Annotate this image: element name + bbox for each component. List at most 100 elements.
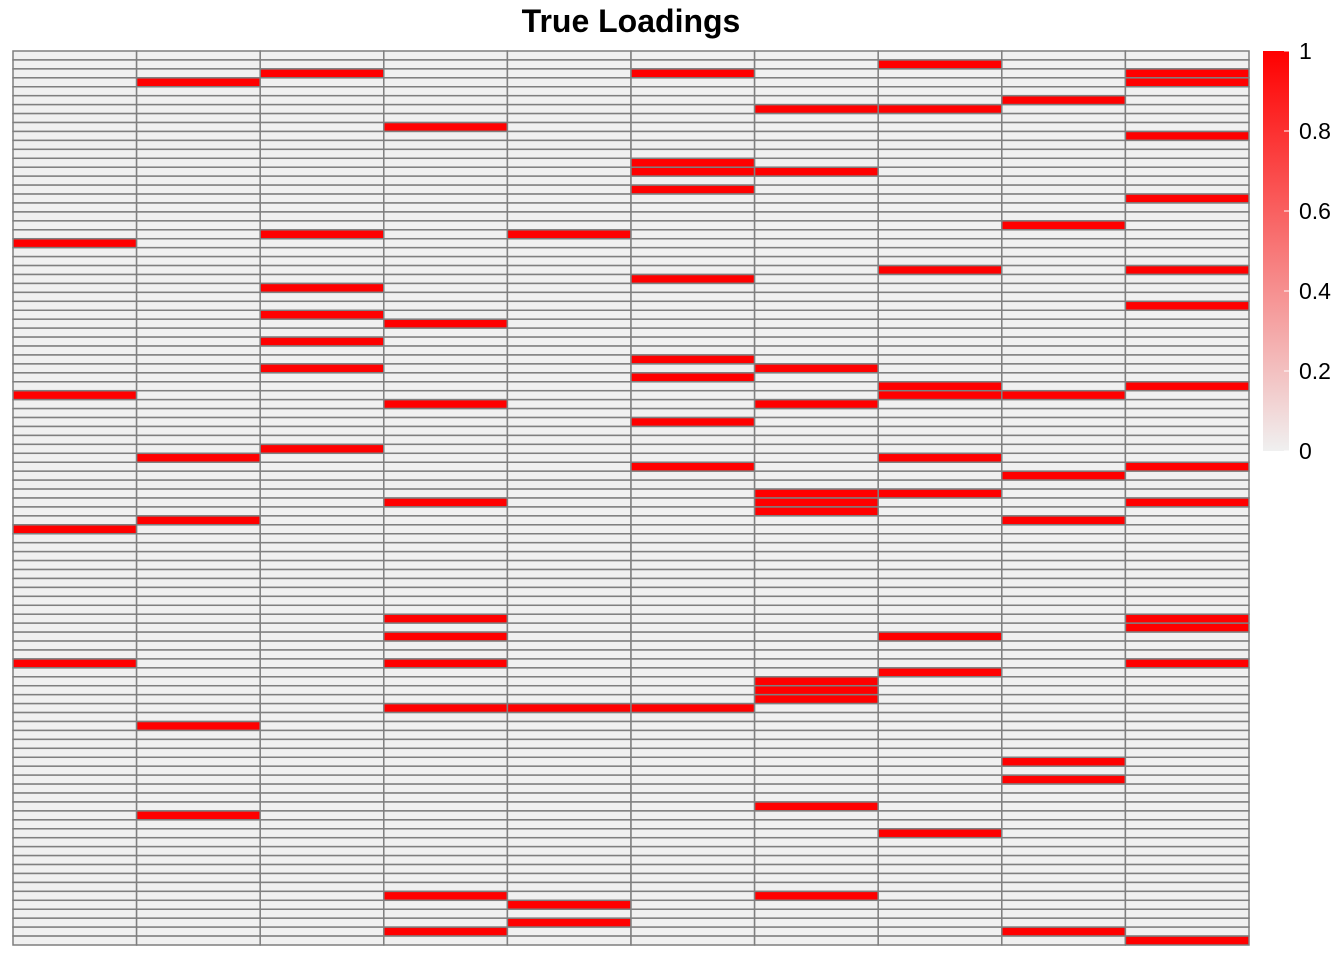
heatmap-cell xyxy=(1124,434,1250,446)
heatmap-cell xyxy=(1001,130,1127,142)
heatmap-cell xyxy=(135,792,261,803)
heatmap-cell xyxy=(135,282,261,294)
heatmap-cell xyxy=(12,926,138,937)
heatmap-cell xyxy=(135,765,261,776)
heatmap-cell xyxy=(259,112,385,124)
heatmap-cell xyxy=(506,684,632,696)
heatmap-cell xyxy=(1001,139,1127,151)
heatmap-cell xyxy=(630,59,756,70)
heatmap-cell xyxy=(259,452,385,463)
heatmap-cell xyxy=(383,416,509,428)
heatmap-cell xyxy=(630,130,756,142)
heatmap-cell xyxy=(135,59,261,70)
heatmap-cell xyxy=(383,461,509,472)
heatmap-cell xyxy=(506,50,632,61)
heatmap-cell xyxy=(1001,541,1127,553)
heatmap-cell xyxy=(12,389,138,401)
heatmap-cell xyxy=(259,318,385,329)
heatmap-cell xyxy=(753,237,879,249)
heatmap-cell xyxy=(506,640,632,651)
heatmap-cell xyxy=(506,702,632,714)
heatmap-cell xyxy=(1001,255,1127,267)
heatmap-cell xyxy=(1124,363,1250,374)
heatmap-cell xyxy=(259,863,385,875)
heatmap-cell xyxy=(383,765,509,776)
heatmap-cell xyxy=(630,613,756,624)
heatmap-cell xyxy=(12,649,138,660)
heatmap-cell xyxy=(383,488,509,499)
heatmap-cell xyxy=(1124,640,1250,651)
heatmap-cell xyxy=(506,59,632,70)
heatmap-cell xyxy=(259,801,385,812)
heatmap-cell xyxy=(1124,166,1250,177)
heatmap-cell xyxy=(383,479,509,490)
heatmap-cell xyxy=(1124,720,1250,732)
heatmap-cell xyxy=(259,139,385,151)
heatmap-cell xyxy=(877,497,1003,508)
heatmap-cell xyxy=(630,854,756,866)
heatmap-cell xyxy=(1001,604,1127,615)
heatmap-cell xyxy=(1001,246,1127,258)
heatmap-cell xyxy=(506,738,632,750)
heatmap-cell xyxy=(877,872,1003,884)
heatmap-cell xyxy=(135,318,261,329)
heatmap-cell xyxy=(630,792,756,803)
heatmap-cell xyxy=(506,77,632,88)
heatmap-cell xyxy=(135,434,261,446)
heatmap-cell xyxy=(12,434,138,446)
color-legend: 0 0.2 0.4 0.6 0.8 1 xyxy=(1263,38,1331,464)
heatmap-cell xyxy=(383,515,509,526)
heatmap-cell xyxy=(135,237,261,249)
heatmap-cell xyxy=(877,783,1003,794)
heatmap-cell xyxy=(383,649,509,660)
heatmap-cell xyxy=(1001,756,1127,767)
heatmap-cell xyxy=(12,291,138,303)
heatmap-cell xyxy=(753,613,879,624)
heatmap-cell xyxy=(383,506,509,517)
heatmap-cell xyxy=(383,166,509,177)
heatmap-cell xyxy=(1124,479,1250,490)
heatmap-cell xyxy=(259,711,385,723)
heatmap-cell xyxy=(1124,801,1250,812)
heatmap-cell xyxy=(877,676,1003,687)
heatmap-cell xyxy=(1001,211,1127,222)
heatmap-cell xyxy=(1124,935,1250,946)
heatmap-cell xyxy=(877,667,1003,678)
heatmap-cell xyxy=(135,202,261,213)
heatmap-cell xyxy=(1124,693,1250,705)
heatmap-cell xyxy=(1124,497,1250,508)
heatmap-cell xyxy=(753,443,879,455)
heatmap-cell xyxy=(506,229,632,240)
heatmap-cell xyxy=(383,631,509,642)
heatmap-cell xyxy=(630,524,756,535)
heatmap-cell xyxy=(12,738,138,750)
heatmap-cell xyxy=(630,684,756,696)
heatmap-cell xyxy=(135,819,261,830)
heatmap-cell xyxy=(135,515,261,526)
legend-tick-label: 0.6 xyxy=(1299,198,1331,224)
heatmap-cell xyxy=(259,470,385,481)
heatmap-cell xyxy=(1124,676,1250,687)
heatmap-cell xyxy=(630,86,756,97)
heatmap-cell xyxy=(506,381,632,392)
heatmap-cell xyxy=(1001,327,1127,338)
heatmap-cell xyxy=(1124,577,1250,589)
heatmap-cell xyxy=(753,604,879,615)
heatmap-cell xyxy=(12,237,138,249)
heatmap-cell xyxy=(630,568,756,580)
heatmap-cell xyxy=(753,890,879,902)
heatmap-cell xyxy=(1001,229,1127,240)
heatmap-cell xyxy=(259,479,385,490)
heatmap-cell xyxy=(383,541,509,553)
heatmap-cell xyxy=(630,631,756,642)
heatmap-cell xyxy=(383,282,509,294)
heatmap-cell xyxy=(12,112,138,124)
heatmap-cell xyxy=(630,372,756,383)
heatmap-cell xyxy=(383,577,509,589)
heatmap-cell xyxy=(12,863,138,875)
heatmap-cell xyxy=(630,68,756,79)
heatmap-cell xyxy=(753,550,879,562)
heatmap-cell xyxy=(1124,890,1250,902)
heatmap-cell xyxy=(259,237,385,249)
heatmap-cell xyxy=(506,649,632,660)
